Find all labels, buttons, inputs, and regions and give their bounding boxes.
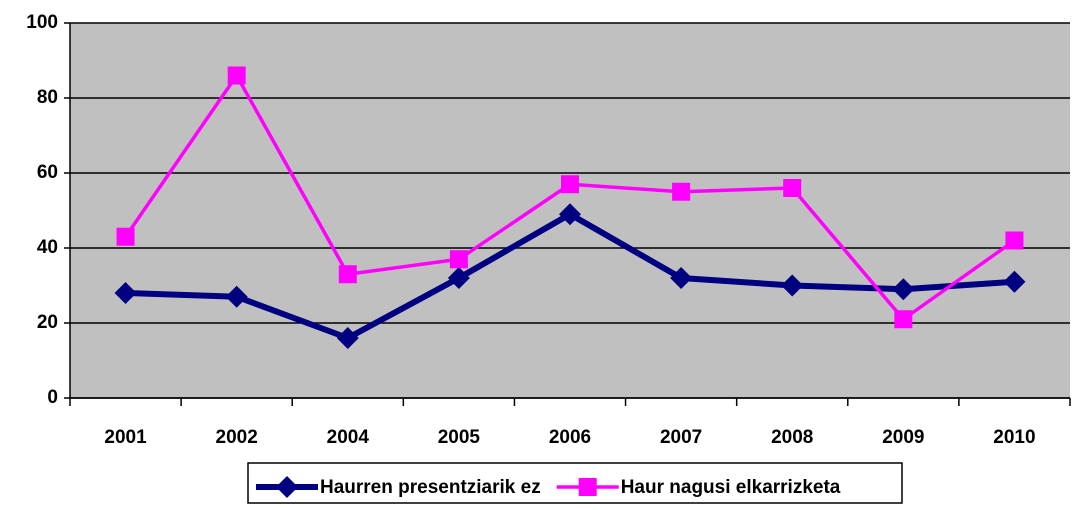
y-tick-label: 100 [26, 12, 58, 33]
x-tick-label: 2006 [549, 427, 591, 448]
data-point [561, 175, 579, 194]
x-tick-label: 2007 [660, 427, 702, 448]
data-point [1005, 231, 1024, 250]
data-point [447, 267, 470, 289]
data-point [781, 274, 804, 297]
legend-marker [578, 478, 597, 496]
x-tick-label: 2009 [882, 427, 924, 448]
x-tick-label: 2010 [993, 427, 1035, 448]
y-tick-label: 0 [47, 387, 58, 408]
x-tick-label: 2005 [438, 427, 481, 448]
data-point [1003, 270, 1026, 293]
data-point [892, 278, 915, 301]
data-point [783, 179, 802, 197]
data-point [225, 285, 248, 308]
data-point [894, 310, 913, 329]
x-tick-label: 2001 [104, 427, 147, 448]
data-point [227, 66, 246, 85]
data-point [670, 267, 693, 289]
data-point [449, 250, 468, 269]
x-tick-label: 2004 [327, 427, 370, 448]
legend-box [247, 462, 903, 504]
x-tick-label: 2002 [216, 427, 258, 448]
legend-label: Haur nagusi elkarrizketa [621, 477, 841, 498]
data-point [116, 227, 135, 246]
data-point [672, 182, 691, 201]
x-tick-label: 2008 [771, 427, 813, 448]
legend-marker [276, 476, 298, 498]
data-point [338, 265, 357, 284]
data-point [114, 282, 137, 304]
y-tick-label: 60 [37, 162, 58, 183]
y-tick-label: 20 [37, 312, 58, 333]
data-point [559, 203, 581, 226]
y-tick-label: 40 [37, 237, 58, 258]
y-tick-label: 80 [37, 87, 58, 108]
legend-label: Haurren presentziarik ez [320, 477, 541, 498]
data-point [336, 327, 359, 349]
